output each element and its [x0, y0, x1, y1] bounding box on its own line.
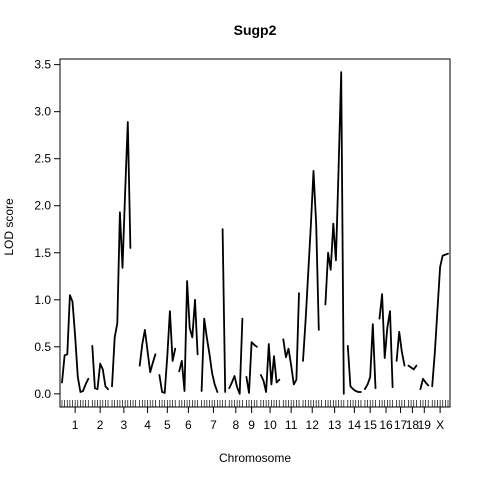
lod-curve-chr-9: [245, 341, 258, 394]
x-tick-label-chr-2: 2: [97, 418, 104, 432]
lod-curve-chr-6: [178, 280, 199, 392]
x-tick-label-chr-X: X: [436, 418, 444, 432]
x-tick-label-chr-14: 14: [348, 418, 362, 432]
lod-curve-chr-7: [221, 228, 227, 393]
x-tick-label-chr-7: 7: [210, 418, 217, 432]
y-tick-label: 0.5: [34, 340, 51, 354]
x-tick-label-chr-3: 3: [121, 418, 128, 432]
lod-curve-chr-4: [138, 328, 157, 374]
x-tick-label-chr-8: 8: [232, 418, 239, 432]
plot-frame: [59, 58, 451, 408]
x-tick-label-chr-9: 9: [248, 418, 255, 432]
lod-curve-chr-3: [111, 121, 132, 388]
marker-rug: [61, 400, 449, 407]
lod-curve-chr-16: [378, 293, 394, 389]
x-tick-label-chr-11: 11: [285, 418, 298, 432]
x-tick-label-chr-12: 12: [306, 418, 320, 432]
lod-curve-chr-15: [363, 323, 377, 391]
x-tick-label-chr-5: 5: [164, 418, 171, 432]
x-tick-label-chr-4: 4: [144, 418, 151, 432]
x-tick-label-chr-16: 16: [379, 418, 393, 432]
lod-curve-chr-1: [61, 294, 90, 393]
lod-curve-chr-14: [346, 344, 362, 393]
lod-curve-chr-5: [158, 310, 177, 394]
y-tick-label: 0.0: [34, 387, 51, 401]
lod-curve-chr-7: [200, 317, 219, 393]
x-tick-label-chr-18: 18: [406, 418, 420, 432]
y-tick-label: 2.5: [34, 152, 51, 166]
x-tick-label-chr-6: 6: [185, 418, 192, 432]
y-axis-label: LOD score: [2, 198, 16, 256]
lod-curve-chr-13: [324, 71, 345, 395]
x-axis-label: Chromosome: [219, 451, 291, 465]
lod-curve-chr-12: [302, 169, 320, 362]
y-tick-label: 1.5: [34, 246, 51, 260]
x-tick-label-chr-10: 10: [263, 418, 277, 432]
lod-curves: [61, 71, 449, 395]
y-tick-label: 1.0: [34, 293, 51, 307]
lod-curve-chr-18: [407, 364, 418, 371]
lod-curve-chr-8: [228, 317, 244, 395]
lod-curve-chr-19: [419, 377, 430, 391]
x-tick-label-chr-1: 1: [72, 418, 79, 432]
lod-curve-chr-17: [395, 330, 406, 367]
y-axis: 0.0 0.5 1.0 1.5 2.0 2.5 3.0 3.5: [34, 58, 60, 401]
x-tick-label-chr-13: 13: [328, 418, 342, 432]
chart-title: Sugp2: [234, 22, 277, 38]
lod-curve-chr-10: [259, 343, 281, 393]
x-tick-label-chr-15: 15: [364, 418, 378, 432]
lod-curve-chr-X: [431, 252, 449, 388]
lod-curve-chr-11: [282, 292, 300, 386]
x-tick-label-chr-19: 19: [418, 418, 432, 432]
x-tick-label-chr-17: 17: [394, 418, 408, 432]
y-tick-label: 3.0: [34, 105, 51, 119]
y-tick-label: 3.5: [34, 58, 51, 72]
lod-curve-chr-2: [91, 344, 109, 391]
y-tick-label: 2.0: [34, 199, 51, 213]
